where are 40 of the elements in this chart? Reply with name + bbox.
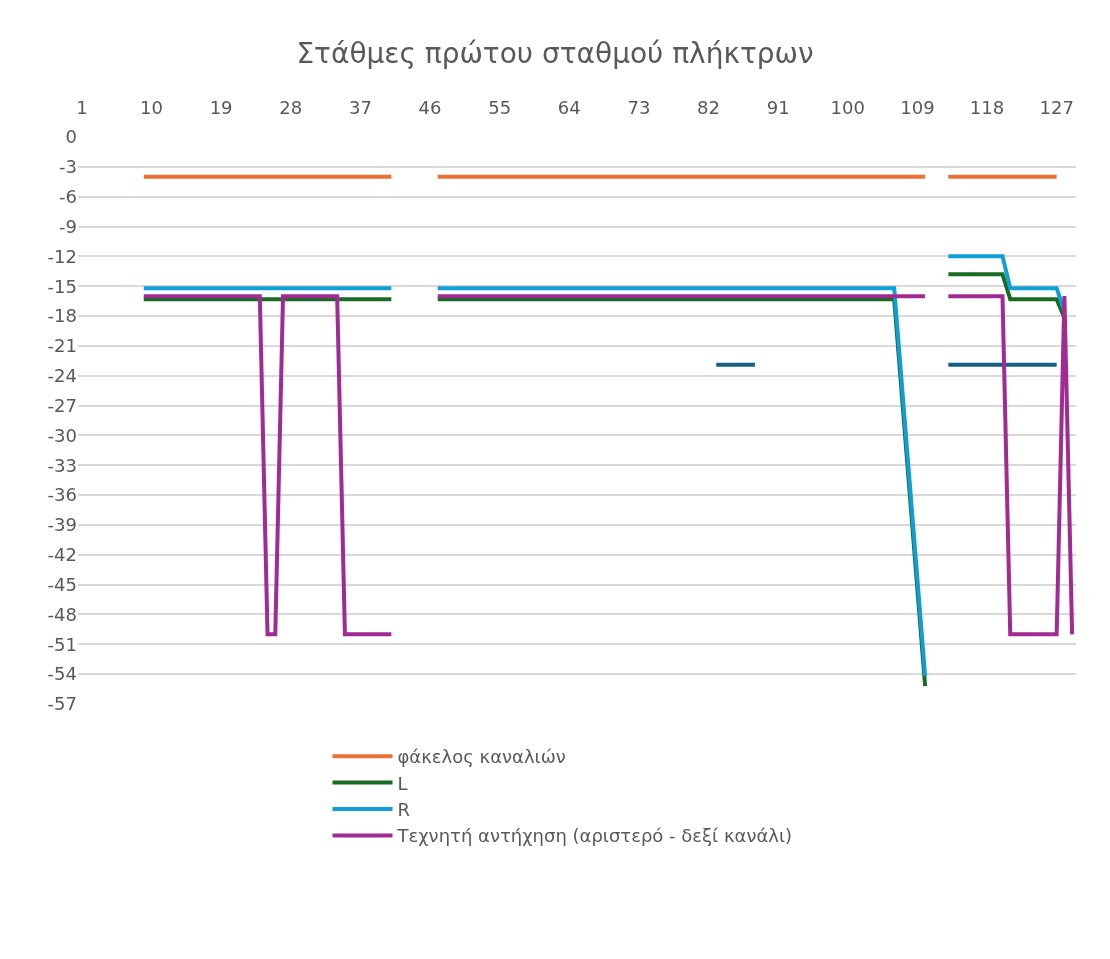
- x-tick-label: 118: [969, 97, 1005, 119]
- y-tick-label: -54: [47, 663, 77, 685]
- x-tick-label: 127: [1039, 97, 1074, 119]
- y-tick-label: -9: [59, 215, 77, 237]
- x-tick-label: 91: [766, 97, 790, 119]
- y-tick-label: -24: [47, 365, 77, 387]
- legend-label: L: [397, 772, 408, 794]
- y-tick-label: -30: [47, 424, 77, 446]
- y-tick-label: -33: [47, 454, 77, 476]
- y-tick-label: -45: [47, 573, 77, 595]
- y-tick-label: -57: [47, 693, 77, 715]
- y-tick-label: -48: [47, 603, 77, 625]
- y-tick-label: -27: [47, 394, 77, 416]
- y-tick-label: -15: [47, 275, 77, 297]
- x-tick-label: 82: [697, 97, 720, 119]
- y-tick-label: -39: [47, 514, 77, 536]
- legend-label: Τεχνητή αντήχηση (αριστερό - δεξί κανάλι): [396, 825, 793, 847]
- legend-label: R: [397, 799, 411, 821]
- x-tick-label: 55: [488, 97, 512, 119]
- x-tick-label: 28: [279, 97, 303, 119]
- y-tick-label: 0: [65, 126, 77, 148]
- y-tick-label: -3: [59, 156, 77, 178]
- y-tick-label: -36: [47, 484, 77, 506]
- y-tick-label: -42: [47, 544, 77, 566]
- x-tick-label: 73: [627, 97, 651, 119]
- x-tick-label: 10: [140, 97, 163, 119]
- x-tick-label: 19: [209, 97, 233, 119]
- x-tick-label: 37: [348, 97, 372, 119]
- x-tick-label: 100: [830, 97, 865, 119]
- y-tick-label: -12: [47, 245, 77, 267]
- x-tick-label: 64: [557, 97, 581, 119]
- y-tick-label: -18: [47, 305, 77, 327]
- legend-label: φάκελος καναλιών: [397, 746, 566, 768]
- y-tick-label: -21: [47, 335, 77, 357]
- x-tick-label: 46: [418, 97, 442, 119]
- x-tick-label: 109: [900, 97, 935, 119]
- y-tick-label: -51: [47, 633, 77, 655]
- chart-title: Στάθμες πρώτου σταθμού πλήκτρων: [296, 36, 814, 70]
- y-tick-label: -6: [59, 185, 77, 207]
- x-tick-label: 1: [76, 97, 88, 119]
